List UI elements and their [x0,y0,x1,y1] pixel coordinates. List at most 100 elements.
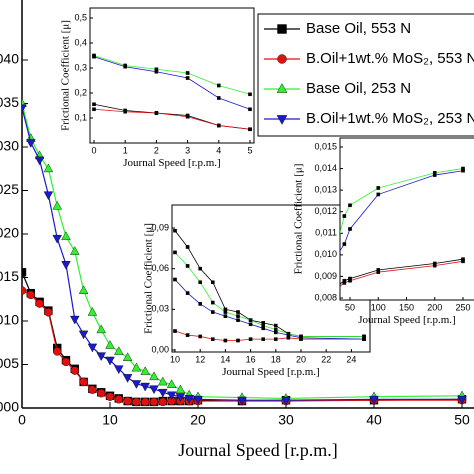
marker [166,391,177,401]
series-line [340,168,464,235]
legend-box [257,13,474,137]
marker [362,337,366,341]
x-tick-label: 100 [371,302,386,312]
marker [96,389,106,398]
marker [70,246,80,255]
marker [131,380,142,389]
legend: Base Oil, 553 N B.Oil+1wt.% MoS₂, 553 N Ba… [257,13,474,137]
x-tick-label: 5 [247,145,252,155]
marker [376,270,381,274]
marker [348,278,352,283]
marker [376,192,381,197]
marker [158,376,168,386]
marker [122,352,133,361]
y-axis-label: Frictional Coefficient [μ] [60,20,72,131]
marker [461,259,465,264]
marker [210,280,215,285]
series-line [93,55,251,95]
marker [457,395,467,405]
y-tick-label: 0,009 [314,271,337,281]
series-line [93,108,251,130]
x-tick-label: 0 [18,411,26,427]
marker [274,323,278,328]
marker [185,76,190,80]
marker [210,337,215,341]
y-tick-label: 0,000 [0,399,19,415]
marker [158,388,168,398]
x-tick-label: 12 [195,354,205,364]
legend-label: Base Oil, 553 N [306,20,411,37]
marker [154,69,159,74]
marker [210,300,215,305]
y-tick-label: 0,011 [315,228,337,238]
marker [149,397,159,407]
marker [26,139,36,148]
marker [223,310,228,314]
y-tick-label: 0,005 [0,355,19,371]
x-tick-label: 10 [102,411,118,427]
marker [432,173,437,177]
series-line [174,330,364,341]
marker [96,352,106,362]
marker [140,382,150,392]
plot: 0 1 2 3 4 5 0,1 0,2 0,3 0,4 0,5 Journal Speed [r.p.… [60,7,255,169]
plot: 10 12 14 16 18 20 22 24 0,00 0,03 0,06 0,09 Journal … [143,204,371,378]
x-tick-label: 50 [454,411,470,427]
x-tick-label: 50 [345,302,355,312]
marker [173,329,177,333]
x-tick-label: 22 [321,354,331,364]
x-tick-label: 250 [455,302,470,312]
marker [92,54,96,59]
marker [185,264,190,268]
marker [26,290,35,300]
marker [149,371,159,381]
marker [123,396,132,406]
x-tick-label: 10 [170,354,180,364]
marker [248,107,252,112]
marker [61,261,71,270]
marker [114,365,124,375]
marker [236,318,240,322]
marker [173,228,177,233]
marker [216,123,221,128]
legend-label: Base Oil, 253 N [306,80,411,97]
marker [340,285,341,290]
y-tick-label: 0,03 [151,304,169,314]
marker [236,310,240,314]
marker [184,395,194,404]
marker [22,268,27,277]
series-line [93,56,251,110]
y-tick-label: 0,3 [74,62,87,72]
marker [35,299,44,308]
marker [277,54,287,64]
inset-frame [171,204,371,353]
y-tick-label: 0,5 [74,12,87,22]
marker [105,356,115,366]
marker [216,96,221,100]
marker [223,338,228,343]
marker [185,114,190,119]
marker [340,235,341,240]
marker [52,200,62,210]
marker [132,397,141,407]
marker [158,397,168,407]
x-tick-label: 1 [123,145,128,155]
marker [236,314,240,318]
marker [70,366,80,375]
x-tick-label: 20 [190,411,206,427]
x-tick-label: 0 [91,145,96,155]
marker [79,377,88,387]
y-tick-label: 0,06 [151,263,169,273]
y-tick-label: 0,1 [74,112,87,122]
marker [114,395,124,404]
marker [342,281,347,285]
x-tick-label: 40 [366,411,382,427]
marker [185,245,190,249]
marker [34,156,45,166]
marker [237,396,247,406]
marker [432,263,437,268]
marker [348,227,352,231]
y-tick-label: 0,014 [314,163,337,173]
y-tick-label: 0,09 [151,222,169,232]
